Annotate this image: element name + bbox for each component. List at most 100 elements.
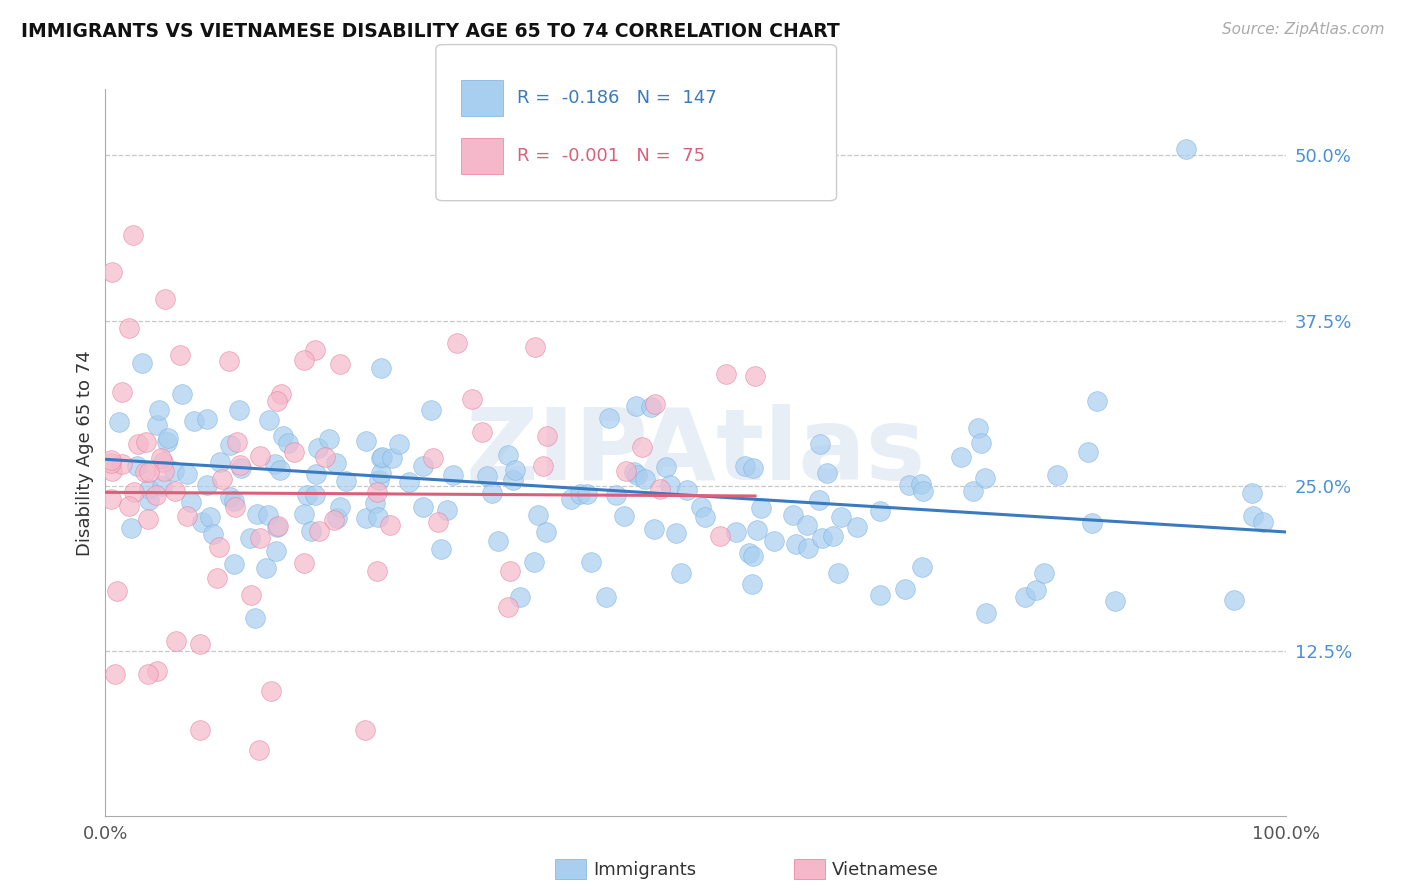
Point	[623, 466, 645, 480]
Point	[211, 472, 233, 486]
Point	[222, 494, 245, 508]
Point	[797, 541, 820, 555]
Point	[224, 500, 246, 515]
Point	[269, 463, 291, 477]
Point	[624, 399, 647, 413]
Point	[640, 400, 662, 414]
Point	[322, 513, 344, 527]
Point	[153, 464, 176, 478]
Point	[498, 448, 520, 462]
Point	[256, 561, 278, 575]
Point	[782, 508, 804, 522]
Point	[218, 354, 240, 368]
Point	[239, 531, 262, 545]
Point	[378, 517, 401, 532]
Point	[219, 490, 242, 504]
Point	[127, 437, 149, 451]
Point	[808, 437, 831, 451]
Point	[156, 435, 179, 450]
Point	[188, 637, 211, 651]
Point	[1240, 486, 1263, 500]
Point	[100, 464, 122, 478]
Point	[201, 526, 224, 541]
Point	[111, 384, 134, 399]
Point	[910, 476, 932, 491]
Point	[103, 667, 125, 681]
Point	[356, 511, 378, 525]
Point	[527, 508, 550, 522]
Point	[354, 434, 377, 449]
Point	[264, 544, 287, 558]
Point	[659, 478, 682, 492]
Y-axis label: Disability Age 65 to 74: Disability Age 65 to 74	[76, 350, 94, 556]
Point	[503, 463, 526, 477]
Point	[509, 591, 531, 605]
Point	[869, 503, 891, 517]
Point	[229, 460, 252, 475]
Point	[741, 549, 763, 563]
Point	[1077, 445, 1099, 459]
Point	[1241, 508, 1264, 523]
Point	[138, 482, 160, 496]
Point	[163, 464, 186, 478]
Point	[225, 434, 247, 449]
Point	[367, 510, 389, 524]
Point	[796, 517, 818, 532]
Point	[304, 343, 326, 357]
Point	[576, 487, 599, 501]
Point	[195, 478, 218, 492]
Point	[785, 537, 807, 551]
Point	[138, 466, 160, 480]
Point	[135, 435, 157, 450]
Point	[266, 520, 288, 534]
Point	[422, 450, 444, 465]
Point	[436, 503, 458, 517]
Point	[125, 459, 148, 474]
Text: R =  -0.186   N =  147: R = -0.186 N = 147	[517, 89, 717, 107]
Point	[118, 500, 141, 514]
Point	[100, 492, 122, 507]
Point	[295, 488, 318, 502]
Point	[138, 492, 160, 507]
Point	[101, 265, 124, 279]
Point	[219, 438, 242, 452]
Point	[1014, 590, 1036, 604]
Point	[827, 566, 849, 580]
Point	[429, 542, 451, 557]
Point	[318, 433, 340, 447]
Point	[1045, 467, 1067, 482]
Point	[118, 321, 141, 335]
Point	[966, 421, 988, 435]
Point	[366, 564, 388, 578]
Point	[131, 356, 153, 370]
Point	[650, 482, 672, 496]
Point	[714, 368, 737, 382]
Point	[626, 468, 648, 483]
Point	[354, 723, 377, 738]
Point	[441, 467, 464, 482]
Point	[366, 485, 388, 500]
Point	[446, 335, 468, 350]
Point	[335, 474, 357, 488]
Point	[176, 467, 198, 482]
Point	[165, 633, 187, 648]
Point	[270, 387, 292, 401]
Point	[499, 564, 522, 578]
Point	[205, 571, 228, 585]
Point	[613, 508, 636, 523]
Point	[124, 485, 146, 500]
Point	[121, 227, 143, 242]
Point	[897, 478, 920, 492]
Point	[329, 500, 352, 514]
Point	[1081, 516, 1104, 531]
Text: R =  -0.001   N =  75: R = -0.001 N = 75	[517, 147, 706, 165]
Point	[208, 540, 231, 554]
Point	[257, 508, 280, 522]
Point	[665, 526, 688, 541]
Point	[845, 520, 868, 534]
Point	[533, 459, 555, 474]
Point	[560, 492, 582, 507]
Point	[191, 515, 214, 529]
Point	[314, 450, 336, 464]
Point	[156, 430, 179, 444]
